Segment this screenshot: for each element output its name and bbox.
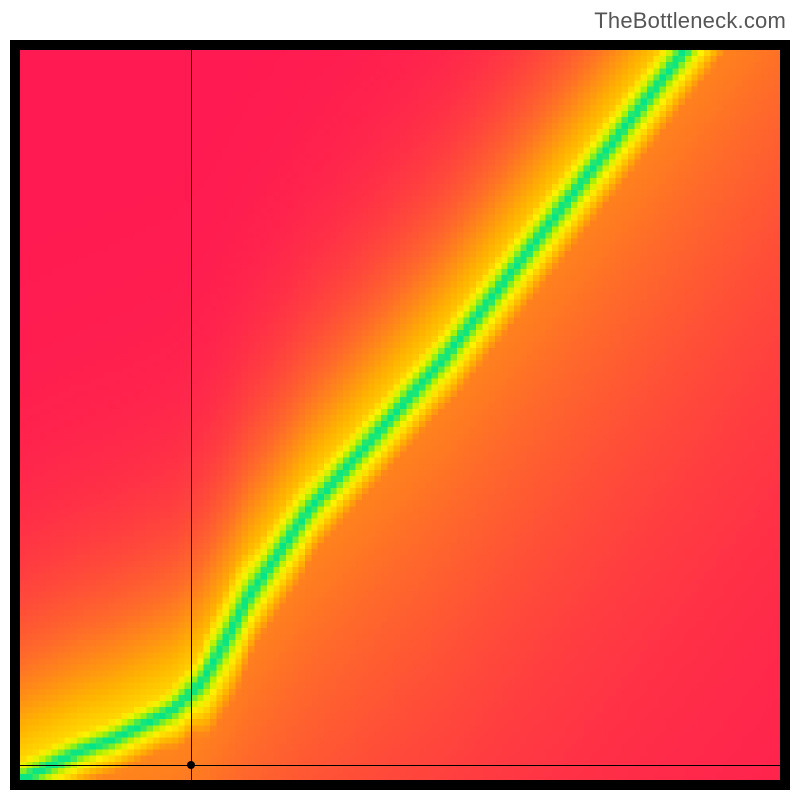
bottleneck-heatmap: [20, 50, 780, 780]
plot-area: [20, 50, 780, 780]
chart-container: TheBottleneck.com: [0, 0, 800, 800]
plot-frame: [10, 40, 790, 790]
selected-point-marker: [187, 761, 195, 769]
watermark-text: TheBottleneck.com: [594, 8, 786, 34]
crosshair-vertical: [191, 50, 192, 780]
crosshair-horizontal: [20, 765, 780, 766]
